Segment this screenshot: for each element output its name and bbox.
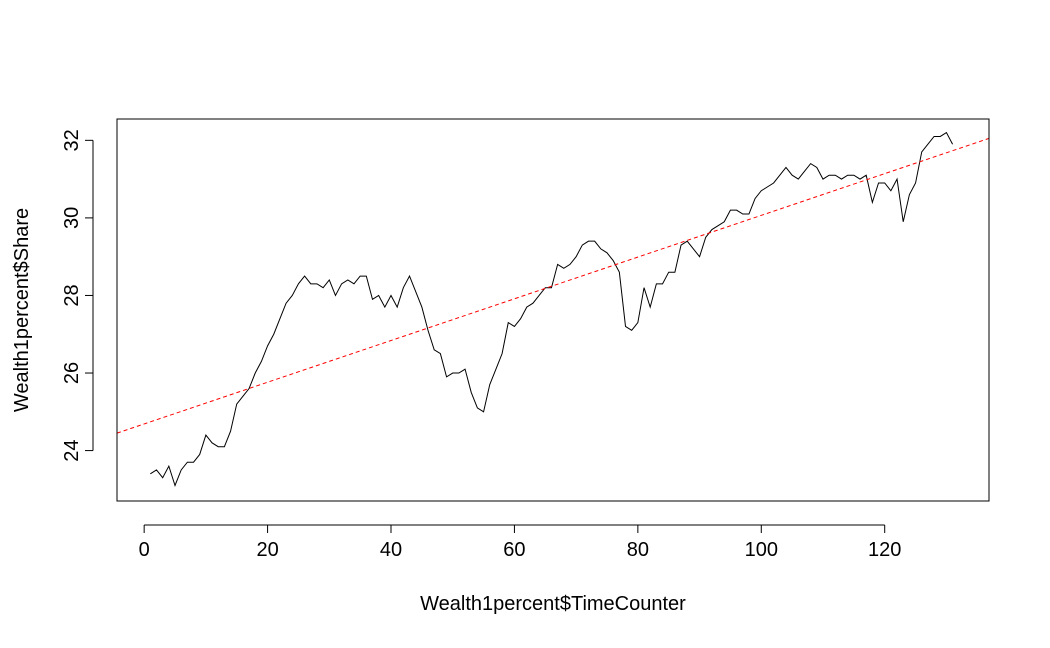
x-tick-label: 0 xyxy=(139,539,150,561)
y-tick-label: 24 xyxy=(61,439,83,461)
x-tick-label: 100 xyxy=(745,539,778,561)
y-tick-label: 32 xyxy=(61,129,83,151)
y-axis: 24 26 28 30 32 xyxy=(61,129,94,462)
x-tick-label: 120 xyxy=(868,539,901,561)
y-tick-label: 30 xyxy=(61,207,83,229)
y-axis-title: Wealth1percent$Share xyxy=(11,208,33,412)
y-tick-label: 26 xyxy=(61,362,83,384)
share-series-line xyxy=(150,131,954,487)
x-tick-label: 20 xyxy=(256,539,278,561)
x-axis: 0 20 40 60 80 100 120 xyxy=(139,524,901,561)
x-tick-label: 80 xyxy=(627,539,649,561)
plot-box xyxy=(116,118,990,502)
trend-line xyxy=(116,137,990,434)
x-tick-label: 40 xyxy=(380,539,402,561)
x-tick-label: 60 xyxy=(503,539,525,561)
series-layer xyxy=(116,131,990,487)
y-tick-label: 28 xyxy=(61,284,83,306)
x-axis-title: Wealth1percent$TimeCounter xyxy=(420,593,686,615)
